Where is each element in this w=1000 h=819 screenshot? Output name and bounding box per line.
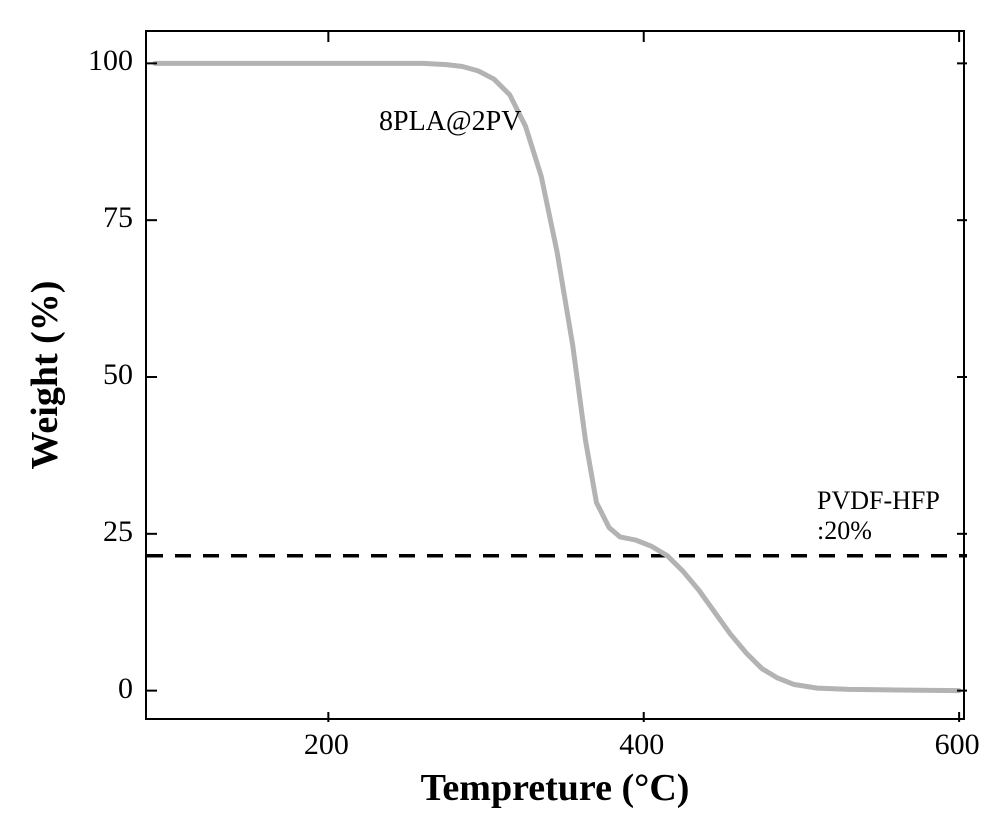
y-axis-label: Weight (%) [23,281,67,470]
y-tick-label: 100 [88,44,133,78]
y-tick-label: 50 [103,358,133,392]
y-tick-label: 75 [103,201,133,235]
y-tick-label: 0 [118,672,133,706]
series-label-8pla2pv: 8PLA@2PV [379,106,521,138]
x-tick-label: 200 [304,728,349,762]
x-axis-label: Tempreture (°C) [421,766,690,810]
tga-chart: 8PLA@2PV PVDF-HFP :20% Tempreture (°C) W… [0,0,1000,819]
series-line-8pla2pv [155,63,959,690]
x-tick-label: 600 [935,728,980,762]
plot-svg [147,32,967,722]
plot-area: 8PLA@2PV PVDF-HFP :20% [145,30,965,720]
x-tick-label: 400 [619,728,664,762]
y-tick-label: 25 [103,515,133,549]
reference-line-label: PVDF-HFP :20% [817,486,963,546]
